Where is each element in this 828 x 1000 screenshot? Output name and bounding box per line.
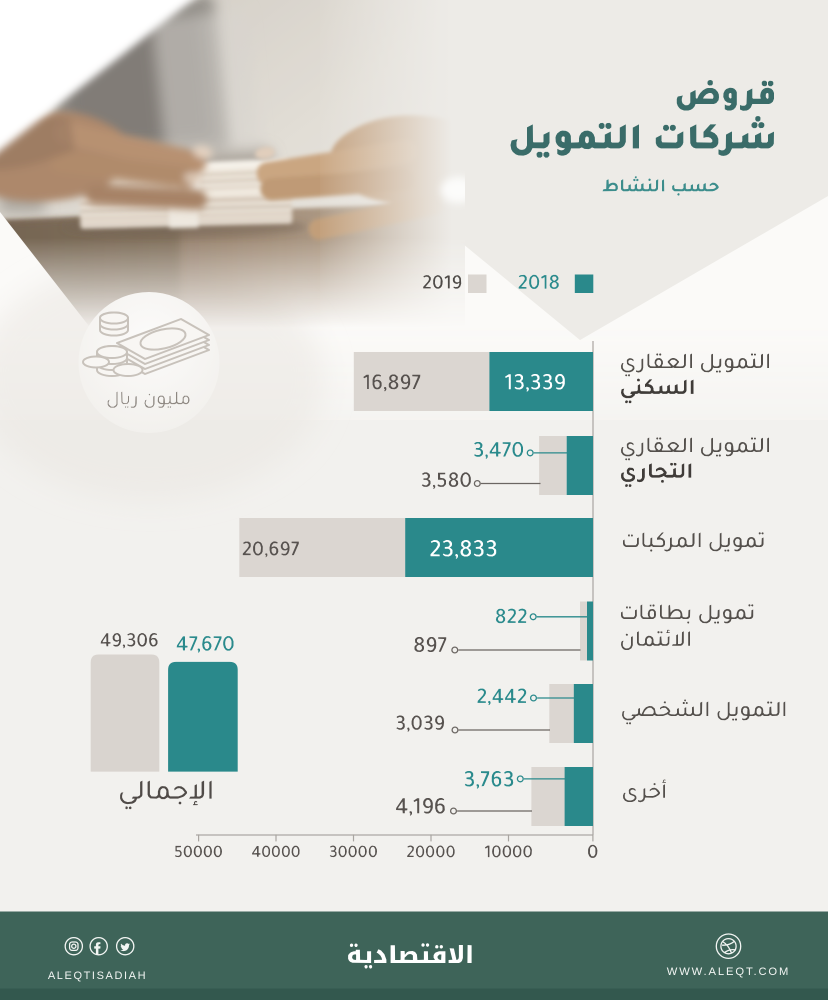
svg-text:WWW.ALEQT.COM: WWW.ALEQT.COM — [667, 966, 791, 978]
svg-text:ALEQTISADIAH: ALEQTISADIAH — [48, 970, 147, 982]
